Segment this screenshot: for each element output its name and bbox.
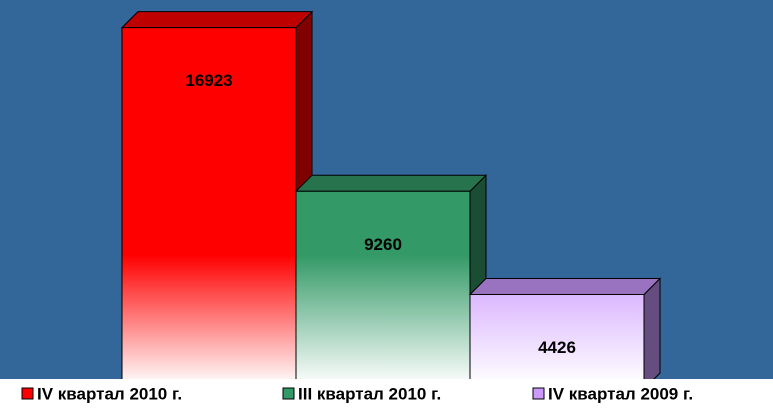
legend-swatch: [282, 387, 295, 400]
bar-top: [294, 174, 488, 192]
bar: [469, 293, 645, 390]
data-label: 16923: [185, 71, 232, 90]
bar-top: [120, 11, 314, 29]
legend-label: III квартал 2010 г.: [298, 384, 441, 403]
legend: [0, 379, 773, 411]
legend-label: IV квартал 2010 г.: [37, 384, 182, 403]
bar-top: [468, 277, 662, 295]
legend-swatch: [21, 387, 34, 400]
data-label: 9260: [364, 235, 402, 254]
legend-swatch: [532, 387, 545, 400]
data-label: 4426: [538, 338, 576, 357]
bar: [121, 27, 297, 390]
bar-side: [643, 277, 661, 391]
bar: [295, 190, 471, 390]
legend-label: IV квартал 2009 г.: [548, 384, 693, 403]
